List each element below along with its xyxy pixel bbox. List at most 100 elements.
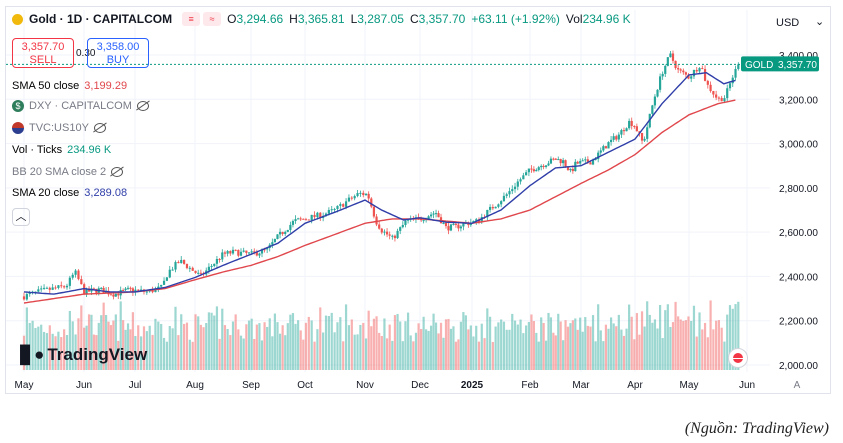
volume-bar — [701, 329, 704, 370]
tv-mark-icon: ▐▌● — [14, 345, 44, 364]
close-label: C — [409, 12, 419, 26]
volume-bar — [42, 331, 46, 370]
volume-bar — [404, 321, 407, 370]
candle-body — [622, 130, 626, 132]
volume-bar — [703, 322, 707, 370]
volume-bar — [362, 322, 365, 370]
volume-bar — [112, 320, 115, 370]
volume-bar — [289, 314, 292, 370]
symbol-title[interactable]: Gold · 1D · CAPITALCOM — [29, 12, 173, 26]
candle-body — [532, 169, 535, 172]
volume-bar — [350, 319, 353, 370]
hidden-eye-icon[interactable] — [136, 101, 149, 111]
volume-bar — [284, 335, 287, 370]
volume-bar — [255, 324, 258, 370]
vol-ind-label: Vol · Ticks — [12, 144, 63, 156]
candle-body — [80, 279, 83, 285]
candle-body — [597, 152, 600, 160]
volume-bar — [488, 316, 492, 370]
chevron-down-icon[interactable]: ⌄ — [815, 16, 825, 28]
candle-body — [497, 204, 500, 207]
volume-bar — [617, 314, 620, 370]
candle-body — [530, 168, 533, 170]
volume-bar — [651, 322, 654, 370]
volume-bar — [731, 308, 734, 370]
volume-bar — [661, 338, 664, 370]
candle-body — [511, 189, 514, 192]
candle-body — [442, 222, 445, 224]
indicator-dxy[interactable]: $ DXY · CAPITALCOM — [12, 100, 149, 112]
candle-body — [467, 222, 470, 226]
candle-body — [134, 289, 137, 293]
sma50-value: 3,199.29 — [84, 80, 128, 92]
indicator-tvc[interactable]: TVC:US10Y — [12, 122, 106, 134]
volume-bar — [620, 329, 623, 370]
buy-button[interactable]: 3,358.00 BUY — [87, 38, 149, 68]
volume-bar — [191, 341, 194, 370]
candle-body — [695, 69, 698, 72]
indicator-sma50[interactable]: SMA 50 close 3,199.29 — [12, 80, 127, 92]
candle-body — [599, 150, 602, 153]
indicator-vol[interactable]: Vol · Ticks 234.96 K — [12, 144, 111, 156]
volume-bar — [552, 332, 555, 370]
volume-bar — [242, 338, 245, 370]
volume-bar — [612, 323, 615, 370]
volume-bar — [40, 324, 43, 370]
sell-button[interactable]: 3,357.70 SELL — [12, 38, 74, 68]
volume-bar — [589, 326, 592, 370]
indicator-bb[interactable]: BB 20 SMA close 2 — [12, 166, 124, 178]
us-flag-button-icon[interactable] — [728, 348, 748, 368]
wave-icon[interactable]: ≈ — [203, 12, 222, 26]
collapse-chevron-icon[interactable]: ︿ — [12, 208, 30, 226]
volume-bar — [199, 324, 202, 370]
volume-bar — [709, 300, 712, 370]
candle-body — [350, 197, 353, 199]
volume-bar — [85, 325, 88, 370]
volume-bar — [25, 307, 28, 370]
candle-body — [273, 239, 276, 243]
volume-bar — [299, 330, 302, 370]
candle-body — [45, 287, 49, 289]
volume-bar — [324, 315, 328, 370]
candle-body — [367, 193, 370, 199]
candle-body — [617, 134, 620, 140]
volume-bar — [273, 313, 276, 370]
x-tick-label: 2025 — [461, 380, 484, 391]
volume-bar — [281, 325, 284, 370]
candle-body — [157, 286, 160, 289]
candle-body — [679, 69, 682, 71]
compare-icon[interactable]: ≡ — [182, 12, 201, 26]
volume-bar — [168, 325, 171, 370]
candle-body — [218, 258, 221, 260]
volume-bar — [723, 341, 726, 370]
candle-body — [630, 120, 633, 127]
volume-bar — [102, 302, 105, 370]
volume-bar — [28, 322, 31, 370]
candle-body — [527, 168, 530, 173]
candle-body — [304, 219, 308, 221]
candle-body — [429, 214, 433, 217]
candle-body — [564, 160, 567, 167]
volume-bar — [519, 319, 522, 370]
currency-label[interactable]: USD — [776, 17, 800, 29]
candle-body — [60, 285, 63, 287]
indicator-sma20[interactable]: SMA 20 close 3,289.08 — [12, 187, 127, 199]
candle-body — [372, 206, 376, 217]
volume-bar — [286, 323, 289, 370]
volume-bar — [712, 329, 715, 370]
volume-bar — [231, 321, 235, 370]
candle-body — [294, 219, 297, 222]
volume-bar — [372, 318, 376, 370]
candles — [22, 50, 740, 301]
candle-body — [112, 294, 115, 297]
hidden-eye-icon[interactable] — [93, 123, 106, 133]
candle-body — [229, 251, 232, 254]
sma20-line — [23, 71, 736, 295]
volume-bar — [250, 318, 253, 370]
y-tick-label: 3,200.00 — [779, 95, 818, 106]
volume-bar — [737, 301, 740, 370]
volume-bar — [291, 313, 295, 370]
candle-body — [502, 195, 506, 202]
hidden-eye-icon[interactable] — [111, 167, 124, 177]
